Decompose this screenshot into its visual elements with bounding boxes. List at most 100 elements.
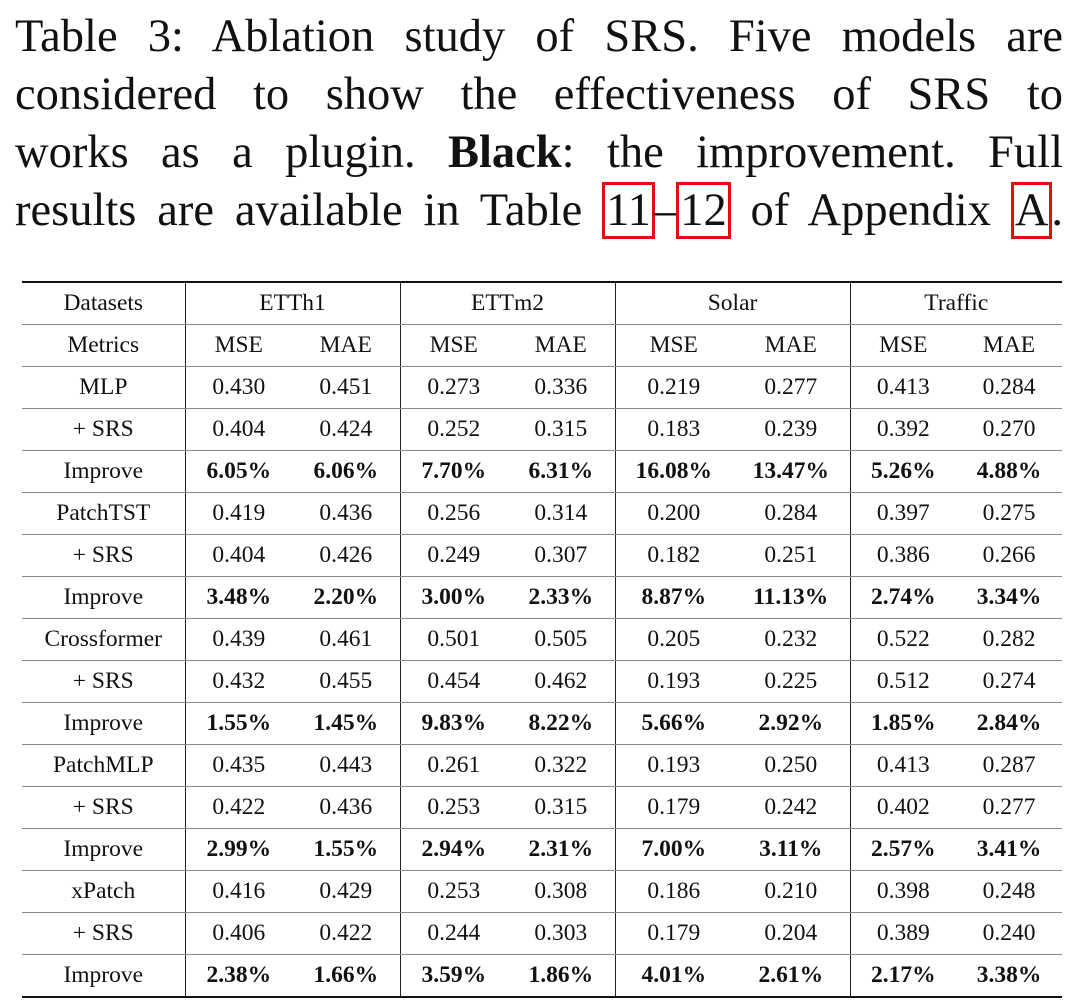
table-cell: 0.429	[292, 870, 401, 913]
table-row: + SRS 0.404 0.424 0.252 0.315 0.183 0.239 0.392…	[22, 408, 1063, 451]
row-label: + SRS	[22, 534, 185, 577]
table-cell: 0.242	[732, 786, 851, 829]
row-label: Improve	[22, 702, 185, 745]
table-cell: 3.41%	[956, 828, 1063, 871]
table-row: MLP 0.430 0.451 0.273 0.336 0.219 0.277 0.413 0.…	[22, 366, 1063, 409]
table-cell: 0.435	[184, 744, 292, 787]
row-label: Improve	[63, 962, 144, 988]
table-cell: 0.422	[184, 786, 292, 829]
table-cell: 0.253	[399, 870, 508, 913]
table-cell: 0.336	[507, 366, 616, 409]
table-cell: 0.307	[507, 534, 616, 577]
table-cell: 0.430	[184, 366, 292, 409]
table-row: Improve 6.05% 6.06% 7.70% 6.31% 16.08% 13.47% 5…	[22, 450, 1063, 493]
table-cell: 0.219	[614, 366, 733, 409]
row-label: Improve	[22, 828, 185, 871]
table-cell: 0.274	[956, 660, 1063, 703]
table-cell: 0.284	[956, 366, 1063, 409]
caption-dash: –	[653, 185, 678, 236]
metric-header-cell: MAE	[732, 324, 851, 367]
table-cell: 0.308	[507, 870, 616, 913]
table-cell: 9.83%	[399, 702, 508, 745]
metrics-label: Metrics	[22, 324, 185, 367]
table-cell: 16.08%	[614, 450, 733, 493]
table-row: Improve 2.38% 1.66% 3.59% 1.86% 4.01% 2.61% 2.1…	[22, 954, 1062, 997]
table-cell: 2.20%	[292, 576, 401, 619]
table-cell: 0.454	[399, 660, 508, 703]
caption-text: works as a plugin.	[15, 127, 416, 178]
table-cell: 0.252	[399, 408, 508, 451]
table-cell: 0.404	[184, 534, 292, 577]
table-cell: 0.179	[614, 912, 733, 955]
table-cell: 0.436	[292, 492, 401, 535]
table-cell: 6.06%	[292, 450, 401, 493]
table-cell: 4.88%	[956, 450, 1063, 493]
row-label: Crossformer	[22, 618, 185, 661]
table-cell: 5.26%	[849, 450, 957, 493]
ablation-table: Datasets ETTh1 ETTm2 Solar Traffic Metri…	[22, 281, 1063, 998]
table-cell: 3.38%	[976, 962, 1042, 988]
table-cell: 0.406	[184, 912, 292, 955]
table-cell: 0.282	[956, 618, 1063, 661]
table-cell: 7.00%	[614, 828, 733, 871]
table-cell: 0.225	[732, 660, 851, 703]
caption-text: : the improvement. Full	[561, 127, 1064, 178]
table-cell: 1.66%	[313, 962, 379, 988]
header-cell: ETTh1	[184, 282, 401, 325]
table-cell: 0.232	[732, 618, 851, 661]
table-cell: 13.47%	[732, 450, 851, 493]
table-cell: 0.436	[292, 786, 401, 829]
table-cell: 0.419	[184, 492, 292, 535]
table-cell: 0.404	[184, 408, 292, 451]
header-cell: ETTm2	[399, 282, 616, 325]
table-ref-link-11[interactable]: 11	[602, 182, 655, 239]
table-cell: 0.266	[956, 534, 1063, 577]
table-cell: 8.87%	[614, 576, 733, 619]
table-cell: 2.57%	[849, 828, 957, 871]
metric-header-cell: MSE	[849, 324, 957, 367]
row-label: + SRS	[22, 786, 185, 829]
table-cell: 0.451	[292, 366, 401, 409]
appendix-ref-link-a[interactable]: A	[1010, 182, 1053, 239]
table-row: PatchTST 0.419 0.436 0.256 0.314 0.200 0.284 0.…	[22, 492, 1063, 535]
row-label: + SRS	[22, 660, 185, 703]
header-cell: Datasets	[22, 282, 185, 325]
table-cell: 0.270	[956, 408, 1063, 451]
table-ref-link-12[interactable]: 12	[676, 182, 731, 239]
table-cell: 0.186	[614, 870, 733, 913]
table-cell: 0.244	[399, 912, 508, 955]
table-cell: 0.261	[399, 744, 508, 787]
row-label: xPatch	[22, 870, 185, 913]
table-cell: 0.461	[292, 618, 401, 661]
table-cell: 0.315	[507, 786, 616, 829]
row-label: PatchTST	[22, 492, 185, 535]
metric-header-cell: MAE	[292, 324, 401, 367]
caption-line: Table 3: Ablation study of SRS. Five mod…	[15, 11, 1063, 62]
table-cell: 0.287	[956, 744, 1063, 787]
table-cell: 0.284	[732, 492, 851, 535]
row-label: + SRS	[22, 408, 185, 451]
table-cell: 0.501	[399, 618, 508, 661]
table-cell: 0.251	[732, 534, 851, 577]
table-cell: 0.240	[956, 912, 1063, 955]
table-cell: 0.248	[956, 870, 1063, 913]
caption-text: of Appendix	[750, 185, 991, 236]
table-cell: 1.55%	[184, 702, 292, 745]
table-row: + SRS 0.406 0.422 0.244 0.303 0.179 0.204 0.389…	[22, 912, 1063, 955]
row-label: Improve	[22, 450, 185, 493]
metric-header-cell: MAE	[956, 324, 1063, 367]
table-cell: 0.505	[507, 618, 616, 661]
metric-header-cell: MSE	[184, 324, 292, 367]
table-row: + SRS 0.422 0.436 0.253 0.315 0.179 0.242 0.402…	[22, 786, 1063, 829]
metric-header-cell: MSE	[614, 324, 733, 367]
table-cell: 0.402	[849, 786, 957, 829]
table-cell: 0.200	[614, 492, 733, 535]
table-cell: 0.322	[507, 744, 616, 787]
table-cell: 0.315	[507, 408, 616, 451]
table-cell: 2.17%	[849, 954, 957, 997]
table-cell: 2.99%	[184, 828, 292, 871]
table-row: PatchMLP 0.435 0.443 0.261 0.322 0.193 0.250 0.…	[22, 744, 1063, 787]
caption-line: considered to show the effectiveness of …	[15, 69, 1063, 120]
table-cell: 0.512	[849, 660, 957, 703]
table-row: Crossformer 0.439 0.461 0.501 0.505 0.205 0.23…	[22, 618, 1063, 661]
